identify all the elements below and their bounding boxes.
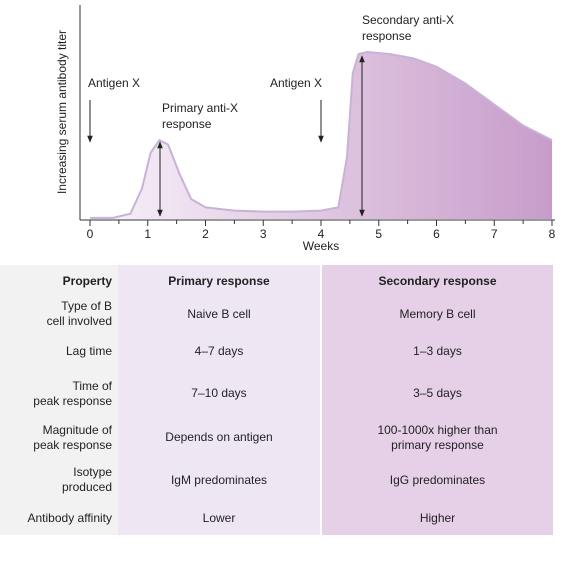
- table-cell: Property: [0, 265, 118, 297]
- table-cell: 1–3 days: [322, 331, 553, 371]
- x-tick-label: 3: [260, 227, 267, 241]
- table-cell: Type of B cell involved: [0, 297, 118, 331]
- table-cell: 3–5 days: [322, 371, 553, 416]
- table-cell: Secondary response: [322, 265, 553, 297]
- table: Property Primary response Secondary respon…: [0, 265, 553, 535]
- table-cell: Naive B cell: [118, 297, 320, 331]
- table-cell: Lower: [118, 501, 320, 535]
- x-tick-label: 0: [87, 227, 94, 241]
- x-tick-label: 7: [491, 227, 498, 241]
- table-row: Isotype produced IgM predominates IgG pred…: [0, 459, 553, 501]
- table-row: Antibody affinity Lower Higher: [0, 501, 553, 535]
- table-cell: IgM predominates: [118, 459, 320, 501]
- table-cell: Magnitude of peak response: [0, 416, 118, 459]
- x-tick-label: 2: [202, 227, 209, 241]
- table-cell: 100-1000x higher than primary response: [322, 416, 553, 459]
- table-row: Type of B cell involved Naive B cell Memor…: [0, 297, 553, 331]
- table-cell: 7–10 days: [118, 371, 320, 416]
- x-tick-label: 4: [318, 227, 325, 241]
- table-row: Magnitude of peak response Depends on ant…: [0, 416, 553, 459]
- x-tick-label: 6: [433, 227, 440, 241]
- table-cell: IgG predominates: [322, 459, 553, 501]
- annotation: Antigen X: [88, 76, 140, 90]
- table-cell: Isotype produced: [0, 459, 118, 501]
- x-tick-label: 8: [549, 227, 556, 241]
- curve: [90, 51, 553, 219]
- table-row: Lag time 4–7 days 1–3 days: [0, 331, 553, 371]
- table-cell: Memory B cell: [322, 297, 553, 331]
- table-cell: Lag time: [0, 331, 118, 371]
- table-cell: Higher: [322, 501, 553, 535]
- table-row: Property Primary response Secondary respon…: [0, 265, 553, 297]
- table-cell: Time of peak response: [0, 371, 118, 416]
- annotation: Secondary anti-X response: [362, 13, 454, 43]
- x-axis-label: Weeks: [303, 239, 339, 253]
- x-tick-label: 5: [375, 227, 382, 241]
- table-cell: 4–7 days: [118, 331, 320, 371]
- area-fill: [90, 52, 552, 219]
- table-cell: Depends on antigen: [118, 416, 320, 459]
- x-tick-label: 1: [144, 227, 151, 241]
- table-cell: Primary response: [118, 265, 320, 297]
- annotation: Antigen X: [270, 76, 322, 90]
- y-axis-label: Increasing serum antibody titer: [55, 30, 69, 194]
- chart: Increasing serum antibody titer Weeks An…: [55, 5, 556, 253]
- table-row: Time of peak response 7–10 days 3–5 days: [0, 371, 553, 416]
- annotation: Primary anti-X response: [162, 101, 238, 131]
- table-cell: Antibody affinity: [0, 501, 118, 535]
